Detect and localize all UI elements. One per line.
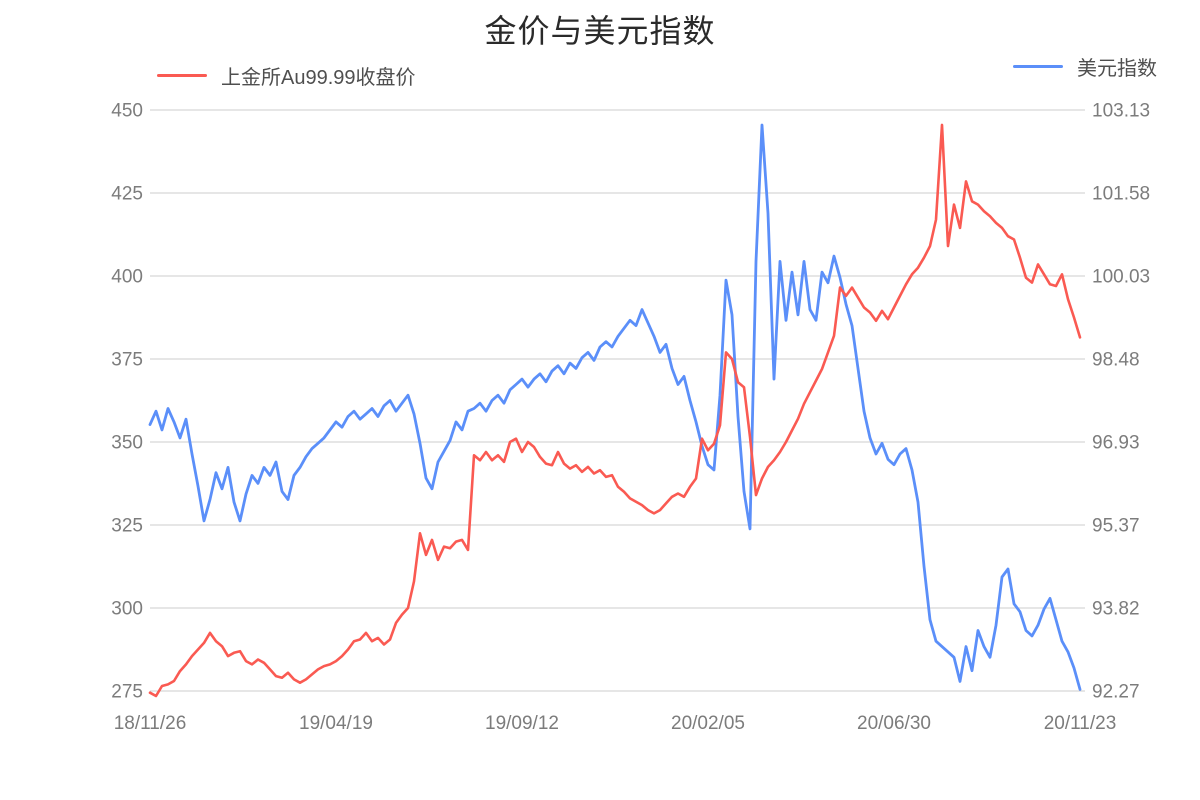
dollar-index-legend-swatch-icon — [1013, 65, 1063, 68]
y-axis-right-tick: 93.82 — [1092, 599, 1140, 620]
y-axis-right-tick: 95.37 — [1092, 516, 1140, 537]
y-axis-left-labels: 450 425 400 375 350 325 300 275 — [111, 101, 143, 703]
y-axis-left-tick: 300 — [111, 599, 143, 620]
y-axis-right-tick: 92.27 — [1092, 682, 1140, 703]
y-axis-left-tick: 375 — [111, 350, 143, 371]
legend-item-dollar-index[interactable]: 美元指数 — [1013, 52, 1157, 81]
legend-item-gold[interactable]: 上金所Au99.99收盘价 — [157, 61, 416, 90]
y-axis-left-tick: 325 — [111, 516, 143, 537]
gold-price-line[interactable] — [148, 123, 1082, 698]
y-axis-right-labels: 103.13 101.58 100.03 98.48 96.93 95.37 93.82 92… — [1092, 101, 1150, 703]
y-axis-left-tick: 275 — [111, 682, 143, 703]
gold-legend-swatch-icon — [157, 74, 207, 77]
y-axis-right-tick: 103.13 — [1092, 101, 1150, 122]
y-axis-left-tick: 350 — [111, 433, 143, 454]
y-axis-right-tick: 98.48 — [1092, 350, 1140, 371]
x-axis-tick: 20/06/30 — [857, 713, 931, 734]
dollar-index-line[interactable] — [148, 123, 1082, 691]
x-axis-tick: 19/09/12 — [485, 713, 559, 734]
x-axis-tick: 19/04/19 — [299, 713, 373, 734]
x-axis-tick: 18/11/26 — [114, 713, 187, 734]
y-axis-left-tick: 425 — [111, 184, 143, 205]
chart-title: 金价与美元指数 — [484, 13, 716, 49]
x-axis-tick: 20/11/23 — [1044, 713, 1117, 734]
gridlines — [150, 109, 1085, 692]
y-axis-left-tick: 400 — [111, 267, 143, 288]
gold-legend-label: 上金所Au99.99收盘价 — [221, 67, 416, 89]
y-axis-right-tick: 96.93 — [1092, 433, 1140, 454]
y-axis-right-tick: 101.58 — [1092, 184, 1150, 205]
dollar-index-legend-label: 美元指数 — [1077, 58, 1157, 80]
y-axis-left-tick: 450 — [111, 101, 143, 122]
x-axis-labels: 18/11/26 19/04/19 19/09/12 20/02/05 20/06/30… — [114, 713, 1117, 734]
x-axis-tick: 20/02/05 — [671, 713, 745, 734]
y-axis-right-tick: 100.03 — [1092, 267, 1150, 288]
